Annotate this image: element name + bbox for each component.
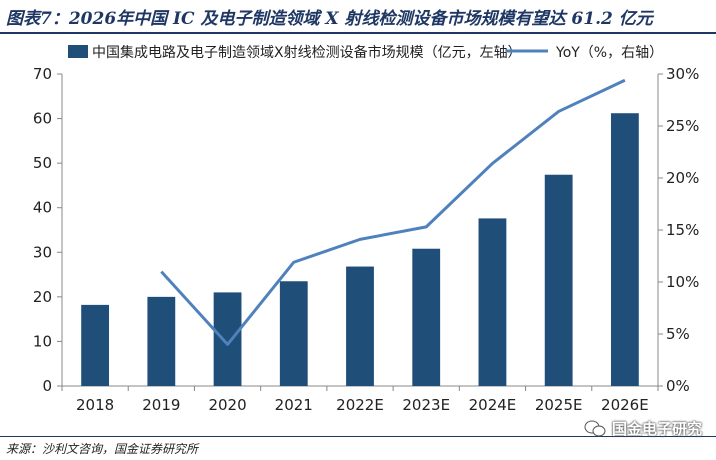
left-tick-label: 50 — [33, 154, 52, 172]
watermark: 国金电子研究 — [584, 418, 702, 439]
wechat-icon — [584, 420, 606, 436]
right-tick-label: 15% — [666, 221, 699, 239]
x-tick-label: 2026E — [601, 396, 649, 414]
chart-title: 图表7：2026年中国 IC 及电子制造领域 X 射线检测设备市场规模有望达 6… — [6, 9, 653, 29]
x-tick-label: 2018 — [76, 396, 114, 414]
x-tick-label: 2025E — [535, 396, 583, 414]
left-tick-label: 10 — [33, 332, 52, 350]
bar — [147, 296, 176, 386]
right-tick-label: 10% — [666, 273, 699, 291]
title-bar: 图表7：2026年中国 IC 及电子制造领域 X 射线检测设备市场规模有望达 6… — [0, 0, 716, 32]
title-divider — [0, 32, 716, 34]
bar — [346, 266, 374, 386]
x-tick-label: 2023E — [402, 396, 450, 414]
source-note: 来源：沙利文咨询，国金证券研究所 — [6, 442, 199, 456]
bar — [478, 218, 507, 386]
x-tick-label: 2021 — [275, 396, 313, 414]
right-tick-label: 5% — [666, 325, 690, 343]
legend-line-label: YoY（%，右轴） — [555, 45, 663, 61]
left-tick-label: 70 — [33, 65, 52, 83]
left-tick-label: 40 — [33, 199, 52, 217]
left-tick-label: 0 — [42, 377, 52, 395]
left-tick-label: 30 — [33, 243, 52, 261]
right-tick-label: 30% — [666, 65, 699, 83]
bar — [412, 248, 441, 386]
left-tick-label: 60 — [33, 110, 52, 128]
watermark-text: 国金电子研究 — [611, 420, 702, 438]
chart-svg: 中国集成电路及电子制造领域X射线检测设备市场规模（亿元，左轴） YoY（%，右轴）… — [33, 44, 699, 414]
x-tick-label: 2019 — [142, 396, 180, 414]
legend-bar-label: 中国集成电路及电子制造领域X射线检测设备市场规模（亿元，左轴） — [92, 44, 522, 61]
source-divider — [0, 436, 716, 437]
bar — [81, 304, 110, 386]
right-tick-label: 20% — [666, 169, 699, 187]
right-tick-label: 0% — [666, 377, 690, 395]
legend-bar-swatch — [68, 45, 88, 58]
x-tick-label: 2020 — [208, 396, 246, 414]
x-tick-label: 2024E — [469, 396, 517, 414]
bar — [279, 281, 308, 386]
bar — [544, 174, 573, 386]
bar — [610, 113, 639, 387]
yoy-line — [160, 78, 626, 346]
bar — [213, 292, 242, 386]
x-tick-label: 2022E — [336, 396, 384, 414]
left-tick-label: 20 — [33, 288, 52, 306]
right-tick-label: 25% — [666, 117, 699, 135]
